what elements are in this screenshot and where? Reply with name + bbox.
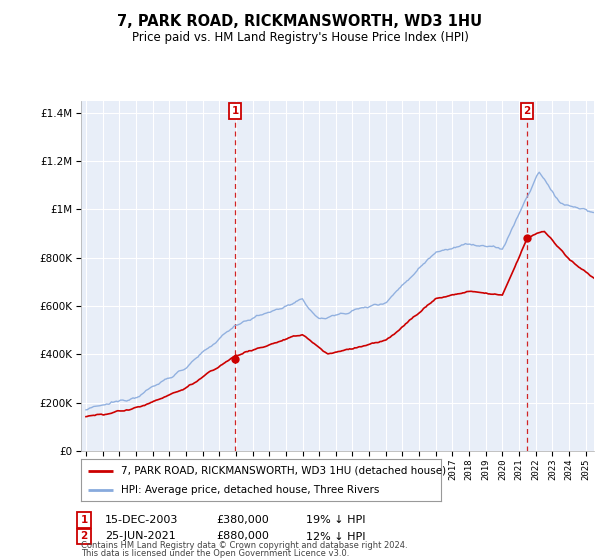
Text: This data is licensed under the Open Government Licence v3.0.: This data is licensed under the Open Gov… — [81, 549, 349, 558]
Text: 7, PARK ROAD, RICKMANSWORTH, WD3 1HU: 7, PARK ROAD, RICKMANSWORTH, WD3 1HU — [118, 14, 482, 29]
Text: 15-DEC-2003: 15-DEC-2003 — [105, 515, 178, 525]
Text: 7, PARK ROAD, RICKMANSWORTH, WD3 1HU (detached house): 7, PARK ROAD, RICKMANSWORTH, WD3 1HU (de… — [121, 465, 446, 475]
Text: £380,000: £380,000 — [216, 515, 269, 525]
Text: 12% ↓ HPI: 12% ↓ HPI — [306, 531, 365, 542]
Text: HPI: Average price, detached house, Three Rivers: HPI: Average price, detached house, Thre… — [121, 485, 379, 495]
Text: 25-JUN-2021: 25-JUN-2021 — [105, 531, 176, 542]
Text: 19% ↓ HPI: 19% ↓ HPI — [306, 515, 365, 525]
Text: Price paid vs. HM Land Registry's House Price Index (HPI): Price paid vs. HM Land Registry's House … — [131, 31, 469, 44]
Text: Contains HM Land Registry data © Crown copyright and database right 2024.: Contains HM Land Registry data © Crown c… — [81, 541, 407, 550]
Text: 2: 2 — [80, 531, 88, 542]
Text: £880,000: £880,000 — [216, 531, 269, 542]
Text: 2: 2 — [523, 106, 530, 116]
Text: 1: 1 — [232, 106, 239, 116]
Text: 1: 1 — [80, 515, 88, 525]
